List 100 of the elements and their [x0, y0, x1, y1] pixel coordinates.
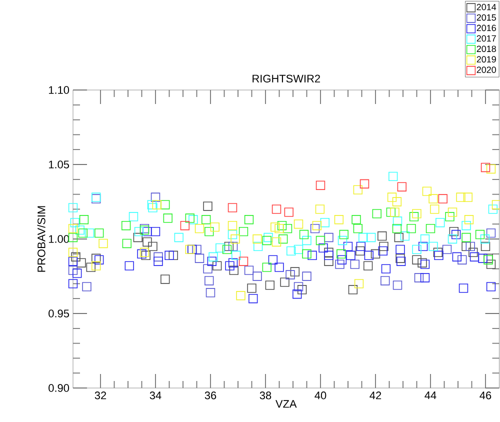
point — [262, 236, 272, 246]
point — [422, 186, 432, 196]
point — [68, 256, 78, 266]
point — [428, 242, 438, 252]
point — [348, 285, 358, 294]
point — [436, 218, 445, 228]
point — [154, 256, 163, 266]
point — [451, 230, 461, 240]
point — [310, 224, 320, 234]
point — [212, 261, 222, 270]
point — [174, 232, 184, 242]
y-axis-title: PROBAV/SIM — [37, 206, 46, 272]
x-tick-label: 38 — [260, 392, 272, 400]
point — [68, 279, 78, 288]
point — [224, 242, 234, 252]
point — [284, 208, 294, 217]
point — [343, 242, 353, 252]
point — [412, 255, 422, 264]
point — [252, 272, 262, 281]
point — [366, 232, 376, 242]
point — [292, 290, 302, 299]
point — [244, 215, 254, 224]
point — [462, 232, 471, 242]
point — [428, 194, 438, 204]
point — [207, 256, 216, 266]
point — [152, 200, 162, 210]
point — [70, 218, 80, 228]
point — [480, 234, 490, 244]
point — [194, 254, 204, 263]
point — [141, 250, 150, 260]
point — [387, 192, 397, 202]
legend-label: 2019 — [476, 56, 496, 63]
point — [363, 261, 373, 270]
point — [244, 266, 254, 275]
point — [274, 224, 284, 234]
point — [203, 264, 212, 274]
point — [449, 226, 458, 236]
point — [180, 220, 190, 230]
point — [299, 230, 309, 240]
point — [308, 250, 317, 260]
point — [462, 220, 471, 230]
point — [188, 215, 198, 224]
point — [92, 261, 101, 270]
point — [228, 230, 238, 240]
point — [82, 282, 92, 292]
point — [238, 256, 248, 266]
x-tick-label: 40 — [314, 392, 326, 400]
point — [463, 192, 473, 202]
point — [270, 222, 280, 232]
point — [338, 236, 348, 246]
point — [248, 294, 258, 304]
point — [452, 252, 462, 262]
x-tick-label: 36 — [204, 392, 216, 400]
point — [121, 220, 131, 230]
point — [448, 234, 458, 244]
point — [142, 226, 152, 236]
point — [318, 243, 328, 253]
x-axis-title: VZA — [276, 400, 297, 408]
point — [448, 208, 458, 217]
point — [210, 222, 220, 232]
point — [148, 242, 158, 252]
point — [396, 244, 405, 254]
point — [280, 278, 290, 287]
point — [420, 273, 430, 282]
point — [486, 282, 496, 292]
x-tick-label: 42 — [370, 392, 382, 400]
point — [262, 262, 272, 272]
point — [94, 255, 104, 264]
point — [84, 228, 94, 238]
point — [229, 266, 238, 275]
point — [302, 236, 312, 246]
x-tick-label: 34 — [150, 392, 162, 400]
point — [185, 244, 194, 254]
point — [486, 260, 496, 269]
point — [418, 258, 427, 268]
point — [68, 203, 78, 212]
point — [133, 232, 142, 242]
legend-label: 2014 — [476, 4, 496, 10]
point — [352, 215, 361, 224]
point — [372, 209, 382, 218]
y-tick-label: 0.95 — [48, 310, 70, 318]
chart-title: RIGHTSWIR2 — [252, 74, 320, 83]
point — [137, 249, 146, 258]
point — [134, 226, 144, 236]
x-tick-label: 46 — [480, 392, 492, 400]
legend-label: 2017 — [476, 35, 496, 42]
point — [231, 250, 241, 260]
point — [252, 234, 262, 244]
point — [236, 291, 246, 300]
point — [71, 252, 80, 262]
point — [354, 279, 364, 288]
point — [140, 248, 150, 258]
point — [92, 254, 101, 263]
point — [163, 214, 172, 223]
point — [468, 248, 478, 258]
point — [388, 172, 398, 182]
point — [488, 204, 498, 214]
point — [98, 238, 108, 248]
point — [486, 164, 496, 174]
point — [302, 272, 312, 281]
